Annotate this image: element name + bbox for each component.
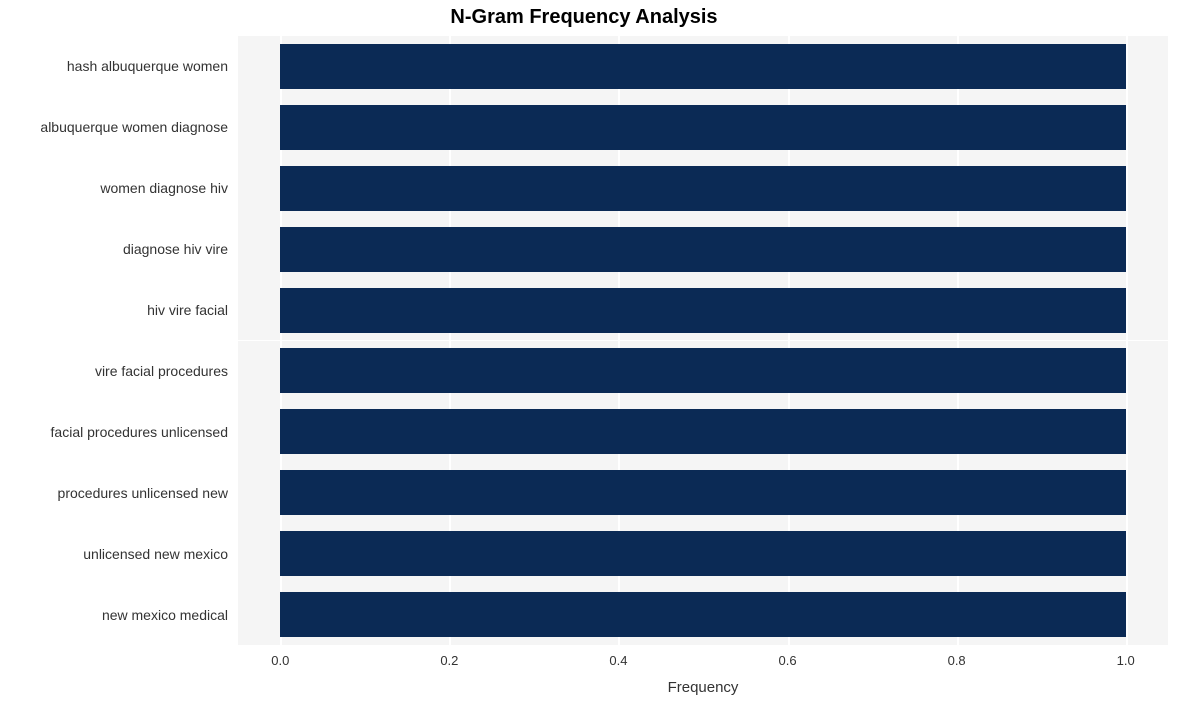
bar [280, 348, 1125, 393]
y-tick-label: albuquerque women diagnose [40, 119, 238, 135]
y-tick-label: hiv vire facial [147, 302, 238, 318]
bar [280, 227, 1125, 272]
y-tick-label: diagnose hiv vire [123, 241, 238, 257]
bar [280, 44, 1125, 89]
bar [280, 166, 1125, 211]
bar [280, 105, 1125, 150]
bar [280, 592, 1125, 637]
y-tick-label: hash albuquerque women [67, 58, 238, 74]
y-tick-label: facial procedures unlicensed [51, 424, 238, 440]
y-tick-label: procedures unlicensed new [58, 485, 238, 501]
x-tick-label: 0.8 [948, 645, 966, 668]
x-axis-label: Frequency [238, 679, 1168, 696]
x-tick-label: 0.0 [271, 645, 289, 668]
plot-area: hash albuquerque womenalbuquerque women … [238, 36, 1168, 645]
x-tick-label: 1.0 [1117, 645, 1135, 668]
y-tick-label: women diagnose hiv [100, 180, 238, 196]
bar [280, 531, 1125, 576]
y-tick-label: unlicensed new mexico [83, 546, 238, 562]
x-tick-label: 0.4 [609, 645, 627, 668]
gridline [1126, 36, 1128, 645]
chart-container: N-Gram Frequency Analysis hash albuquerq… [0, 0, 1178, 701]
chart-title: N-Gram Frequency Analysis [0, 6, 930, 29]
y-tick-label: vire facial procedures [95, 363, 238, 379]
bar [280, 470, 1125, 515]
x-tick-label: 0.2 [440, 645, 458, 668]
bar [280, 288, 1125, 333]
y-tick-label: new mexico medical [102, 607, 238, 623]
x-tick-label: 0.6 [778, 645, 796, 668]
bar [280, 409, 1125, 454]
